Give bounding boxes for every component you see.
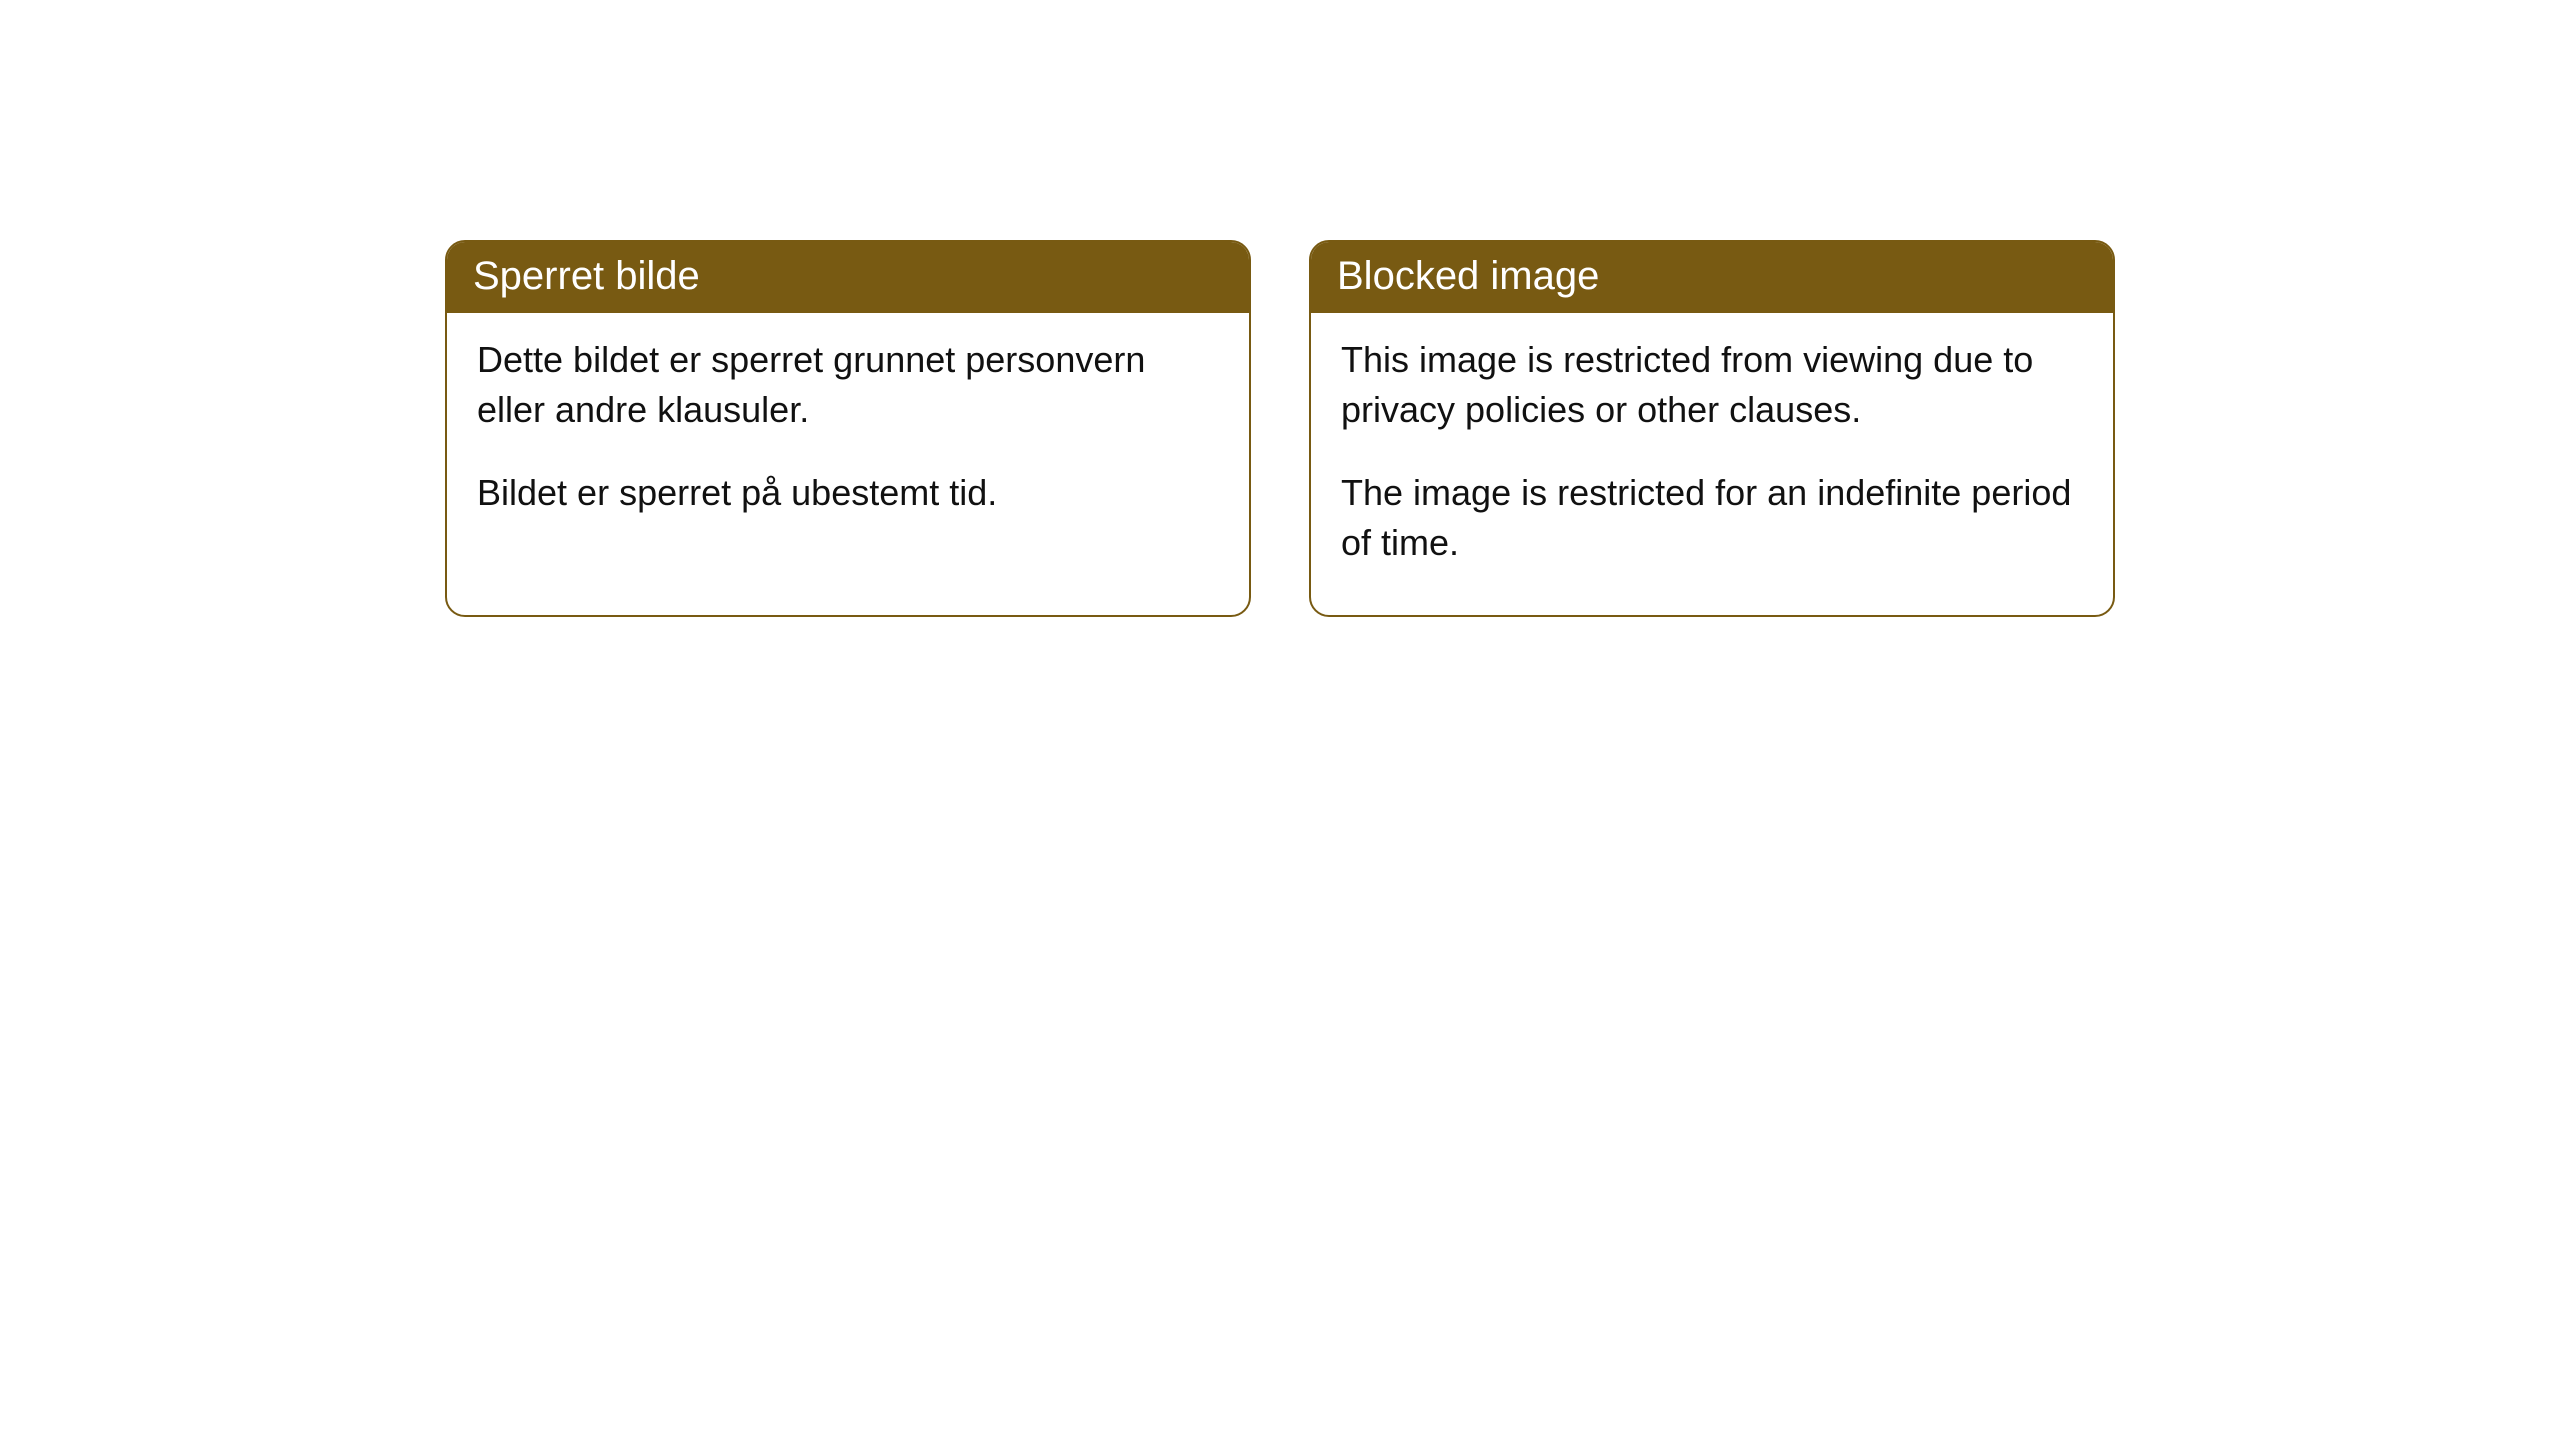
card-header-en: Blocked image — [1311, 242, 2113, 313]
cards-container: Sperret bilde Dette bildet er sperret gr… — [0, 240, 2560, 617]
card-paragraph-1-en: This image is restricted from viewing du… — [1341, 335, 2083, 436]
card-paragraph-1-no: Dette bildet er sperret grunnet personve… — [477, 335, 1219, 436]
blocked-image-card-en: Blocked image This image is restricted f… — [1309, 240, 2115, 617]
card-body-en: This image is restricted from viewing du… — [1311, 313, 2113, 615]
card-body-no: Dette bildet er sperret grunnet personve… — [447, 313, 1249, 564]
card-paragraph-2-en: The image is restricted for an indefinit… — [1341, 468, 2083, 569]
blocked-image-card-no: Sperret bilde Dette bildet er sperret gr… — [445, 240, 1251, 617]
card-paragraph-2-no: Bildet er sperret på ubestemt tid. — [477, 468, 1219, 518]
card-header-no: Sperret bilde — [447, 242, 1249, 313]
